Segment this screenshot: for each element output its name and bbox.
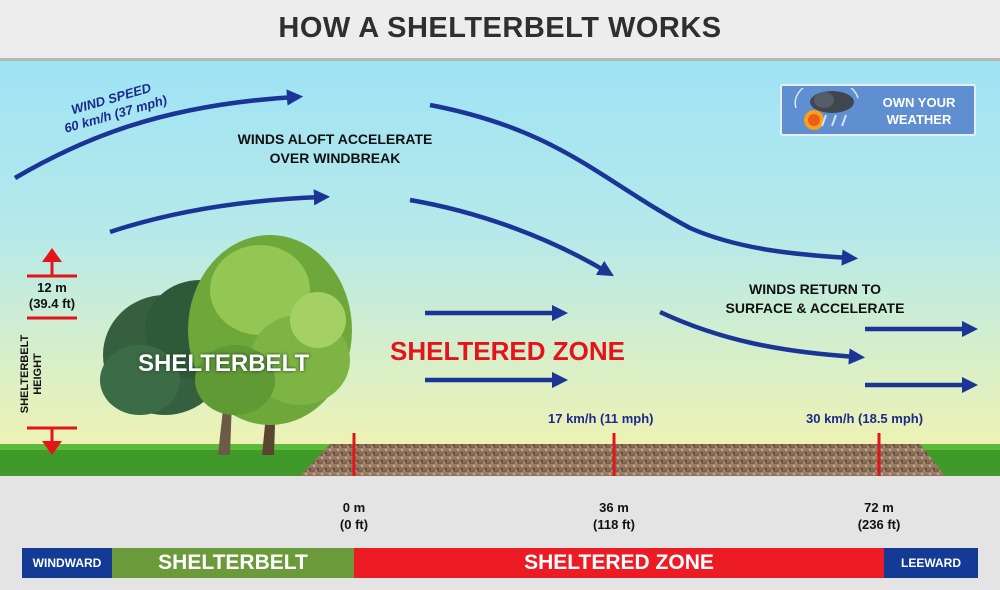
speed-label-72m: 30 km/h (18.5 mph)	[806, 411, 924, 426]
shelterbelt-height-label: SHELTERBELT HEIGHT	[19, 334, 44, 414]
badge-text: OWN YOUR WEATHER	[882, 95, 956, 127]
height-value: 12 m (39.4 ft)	[28, 280, 76, 311]
wind-arrow-high-left	[13, 89, 304, 180]
wind-arrow-return	[659, 309, 866, 365]
height-indicator	[27, 248, 77, 455]
winds-return-label: WINDS RETURN TO SURFACE & ACCELERATE	[725, 281, 905, 316]
wind-arrow-mid-left	[109, 189, 331, 235]
own-your-weather-badge[interactable]: OWN YOUR WEATHER	[780, 84, 976, 136]
bar-leeward: LEEWARD	[884, 548, 978, 578]
bar-windward: WINDWARD	[22, 548, 112, 578]
wind-arrow-mid-descend	[409, 197, 614, 277]
shelterbelt-trees	[100, 235, 352, 455]
sheltered-zone-label: SHELTERED ZONE	[390, 336, 625, 366]
sheltered-ground	[300, 444, 945, 476]
wind-arrows	[13, 89, 979, 394]
distance-label-36m: 36 m (118 ft)	[593, 500, 635, 532]
distance-label-72m: 72 m (236 ft)	[857, 500, 901, 532]
bar-sheltered-zone: SHELTERED ZONE	[354, 548, 884, 578]
winds-aloft-label: WINDS ALOFT ACCELERATE OVER WINDBREAK	[237, 131, 433, 166]
speed-label-36m: 17 km/h (11 mph)	[548, 411, 654, 426]
title-bar	[0, 0, 1000, 61]
bar-shelterbelt: SHELTERBELT	[112, 548, 354, 578]
wind-arrow-aloft-descend	[429, 102, 859, 266]
shelterbelt-tree-label: SHELTERBELT	[138, 350, 310, 377]
weather-icon	[794, 88, 859, 130]
distance-label-0m: 0 m (0 ft)	[339, 500, 369, 532]
page-title: HOW A SHELTERBELT WORKS	[278, 12, 722, 44]
